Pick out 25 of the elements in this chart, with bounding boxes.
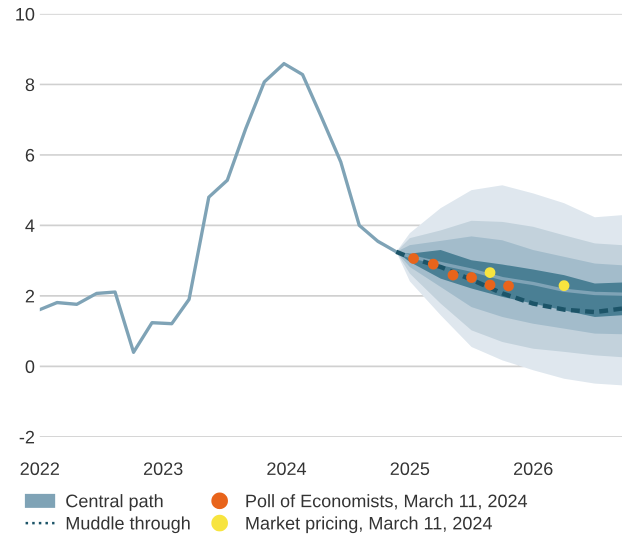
y-tick-label: 0 — [26, 360, 34, 374]
point — [428, 258, 439, 270]
legend-label: Muddle through — [66, 516, 190, 534]
point — [466, 272, 477, 283]
x-tick-label: 2025 — [390, 462, 430, 476]
y-tick-label: 8 — [26, 78, 34, 92]
point — [503, 280, 514, 292]
y-tick-label: 10 — [16, 8, 34, 21]
point — [408, 253, 419, 264]
point — [558, 280, 570, 292]
x-tick-label: 2023 — [144, 462, 182, 476]
y-tick-label: -2 — [20, 430, 34, 444]
x-tick-label: 2022 — [20, 462, 59, 476]
point — [484, 267, 496, 278]
x-tick-label: 2026 — [514, 462, 552, 476]
legend-label: Central path — [66, 494, 162, 511]
legend-label: Poll of Economists, March 11, 2024 — [246, 494, 528, 510]
point — [484, 280, 496, 290]
point — [448, 270, 458, 280]
y-tick-label: 6 — [26, 148, 34, 162]
x-tick-label: 2024 — [267, 462, 306, 476]
y-tick-label: 4 — [25, 220, 34, 232]
line-series — [40, 62, 622, 354]
y-tick-label: 2 — [26, 290, 34, 302]
legend-label: Market pricing, March 11, 2024 — [246, 516, 492, 534]
